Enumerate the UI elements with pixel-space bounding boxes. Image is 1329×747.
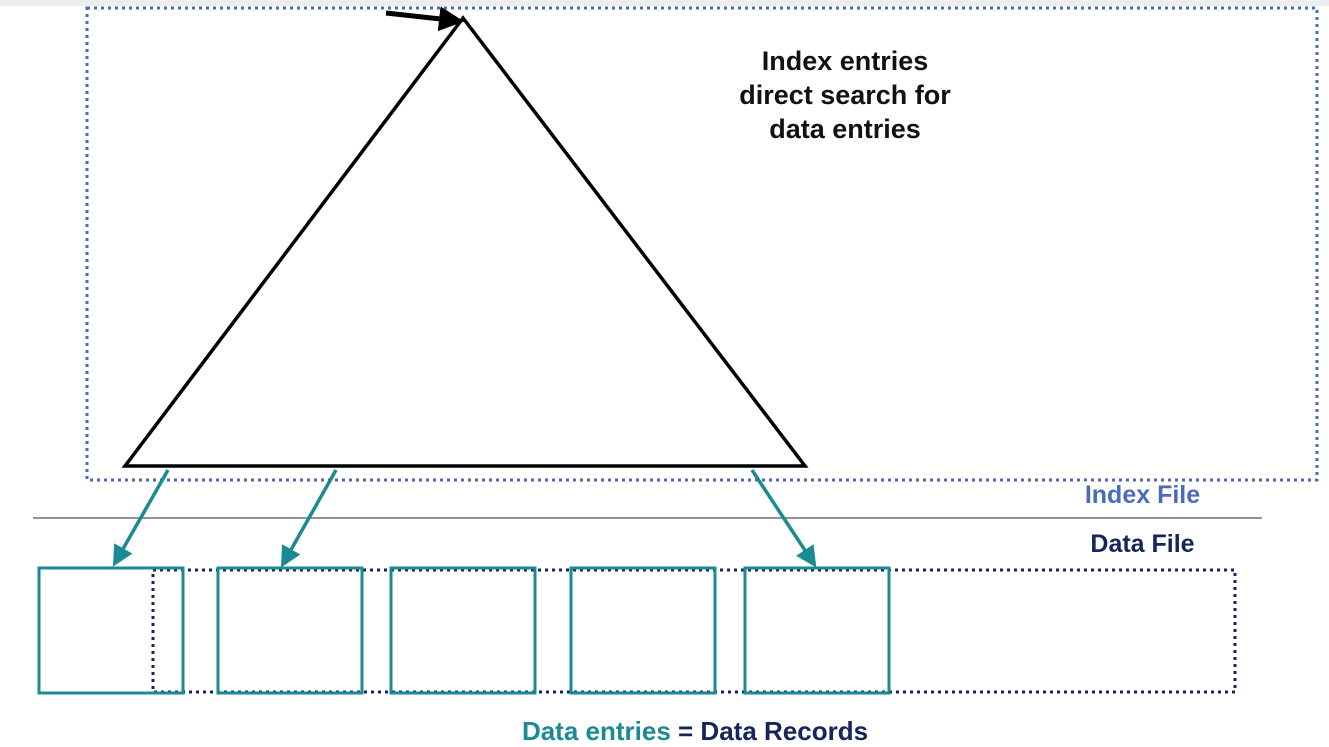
index-note-line-1: Index entries [761,46,929,76]
index-note-line-3: data entries [769,114,921,144]
index-file-label: Index File [1084,481,1201,509]
caption-data-entries: Data entries [521,716,671,746]
root-pointer-arrow [385,6,464,32]
data-file-label: Data File [1090,530,1195,558]
data-entry-box [743,566,891,695]
caption-equals: = [670,716,701,746]
index-note-line-2: direct search for [739,80,951,110]
index-entries-note: Index entries direct search for data ent… [700,44,990,146]
data-entries-caption: Data entries = Data Records [440,716,950,747]
data-entry-box [216,566,364,695]
top-edge-bar [0,0,1329,6]
leaf-pointer-arrow [112,469,170,567]
leaf-pointer-arrow [280,469,338,568]
index-tree-triangle [121,15,809,468]
index-file-boundary [85,6,1319,482]
data-entry-box [37,566,185,695]
data-file-boundary [151,568,1237,694]
data-entry-box [569,566,717,695]
leaf-pointer-arrow [750,469,817,568]
caption-data-records: Data Records [700,716,869,746]
data-entry-box [389,566,537,695]
